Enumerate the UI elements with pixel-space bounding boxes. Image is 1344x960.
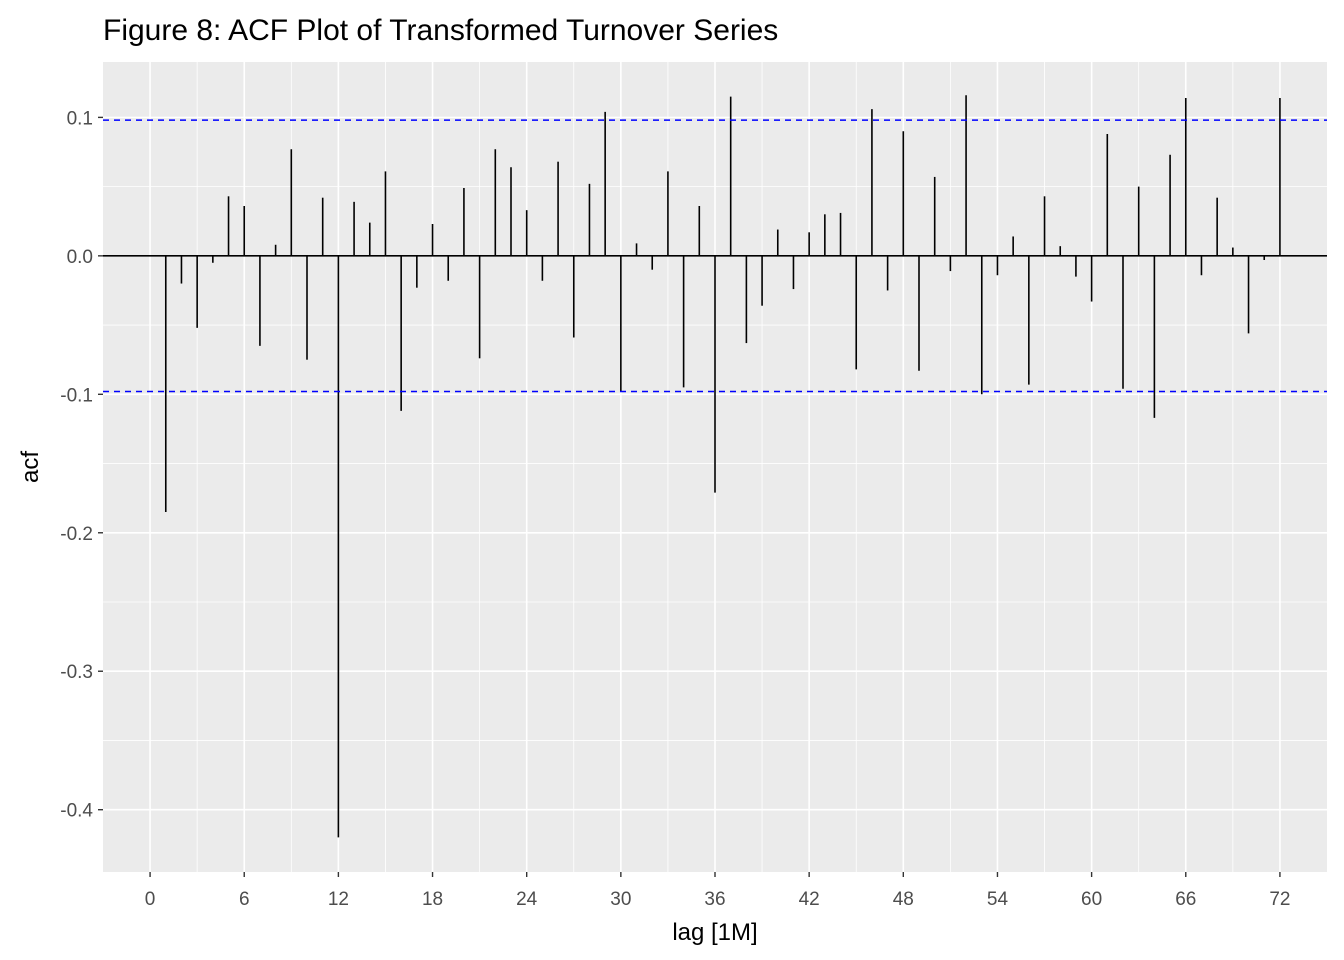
x-tick-label: 54 bbox=[987, 889, 1009, 910]
y-axis-title: acf bbox=[17, 451, 44, 483]
x-tick-label: 24 bbox=[516, 889, 538, 910]
x-tick-label: 48 bbox=[893, 889, 914, 910]
y-tick-label: 0.1 bbox=[67, 108, 93, 129]
chart-title: Figure 8: ACF Plot of Transformed Turnov… bbox=[103, 14, 778, 47]
x-tick-label: 30 bbox=[610, 889, 631, 910]
x-tick-label: 72 bbox=[1269, 889, 1290, 910]
x-tick-label: 0 bbox=[145, 889, 156, 910]
x-tick-label: 60 bbox=[1081, 889, 1102, 910]
y-tick-label: -0.3 bbox=[60, 662, 93, 683]
x-axis: 0 6 12 18 24 30 36 42 48 54 60 66 72 bbox=[145, 872, 1290, 910]
acf-bars bbox=[164, 95, 1281, 838]
y-tick-label: -0.2 bbox=[60, 524, 93, 545]
x-tick-label: 42 bbox=[799, 889, 820, 910]
x-axis-title: lag [1M] bbox=[672, 919, 757, 946]
y-tick-label: 0.0 bbox=[67, 247, 93, 268]
x-tick-label: 6 bbox=[239, 889, 250, 910]
x-tick-label: 12 bbox=[328, 889, 349, 910]
y-axis: -0.4 -0.3 -0.2 -0.1 0.0 0.1 bbox=[60, 108, 103, 822]
x-tick-label: 66 bbox=[1175, 889, 1196, 910]
x-tick-label: 36 bbox=[704, 889, 725, 910]
confidence-bounds bbox=[103, 119, 1327, 393]
y-tick-label: -0.4 bbox=[60, 801, 93, 822]
x-tick-label: 18 bbox=[422, 889, 443, 910]
y-tick-label: -0.1 bbox=[60, 385, 93, 406]
